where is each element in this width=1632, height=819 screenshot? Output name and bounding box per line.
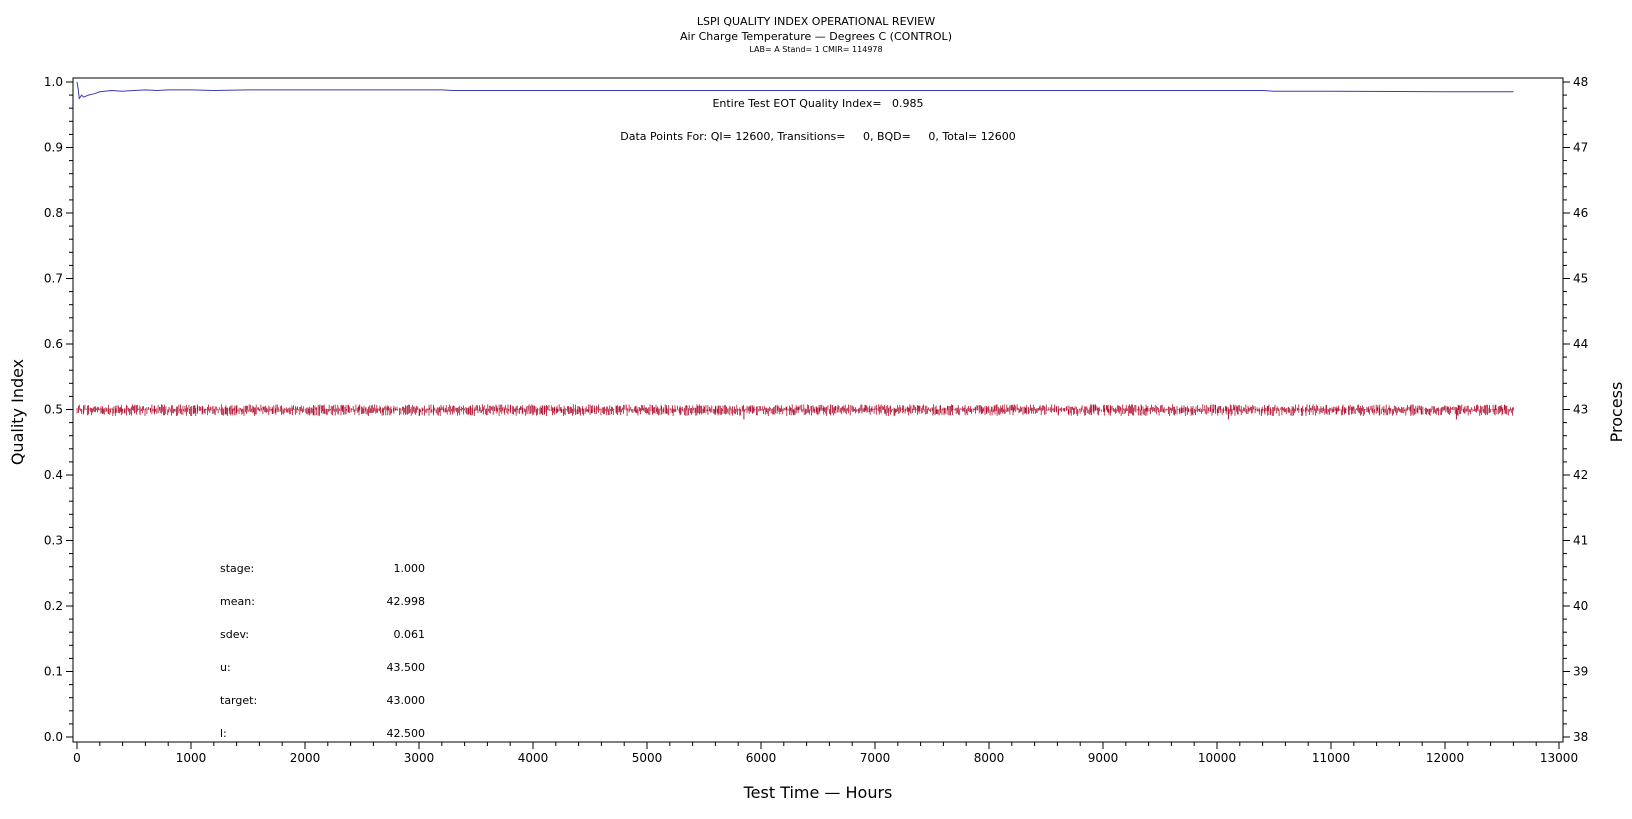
y-right-tick-label: 41: [1573, 534, 1588, 548]
x-tick-label: 2000: [290, 751, 321, 765]
y-right-tick-label: 43: [1573, 403, 1588, 417]
y-axis-right: 38 39 40 41 42 43 44 45 46 47 48: [1563, 75, 1588, 744]
stats-block: stage: 1.000 mean: 42.998 sdev: 0.061 u:…: [220, 562, 425, 740]
y-left-tick-label: 0.5: [44, 403, 63, 417]
x-tick-label: 0: [73, 751, 81, 765]
stat-value: 43.000: [387, 694, 426, 707]
stat-value: 42.998: [387, 595, 426, 608]
y-right-tick-label: 46: [1573, 206, 1588, 220]
annotation-data-points: Data Points For: QI= 12600, Transitions=…: [620, 130, 1015, 143]
stat-label: l:: [220, 727, 227, 740]
y-right-tick-label: 44: [1573, 337, 1588, 351]
y-left-tick-label: 1.0: [44, 75, 63, 89]
x-tick-label: 11000: [1312, 751, 1350, 765]
y-right-tick-label: 45: [1573, 272, 1588, 286]
quality-index-series: [77, 82, 1513, 98]
y-right-tick-label: 38: [1573, 730, 1588, 744]
x-tick-label: 12000: [1426, 751, 1464, 765]
y-left-tick-label: 0.8: [44, 206, 63, 220]
x-tick-label: 3000: [404, 751, 435, 765]
y-right-tick-label: 39: [1573, 665, 1588, 679]
stat-label: u:: [220, 661, 231, 674]
stat-label: stage:: [220, 562, 254, 575]
y-left-tick-label: 0.4: [44, 468, 63, 482]
x-tick-label: 7000: [860, 751, 891, 765]
y-left-tick-label: 0.2: [44, 599, 63, 613]
x-tick-label: 4000: [518, 751, 549, 765]
y-right-tick-label: 47: [1573, 141, 1588, 155]
chart-subtitle: Air Charge Temperature — Degrees C (CONT…: [680, 30, 952, 43]
y-right-tick-label: 48: [1573, 75, 1588, 89]
stat-label: mean:: [220, 595, 255, 608]
x-tick-label: 1000: [176, 751, 207, 765]
annotation-eot-qi: Entire Test EOT Quality Index= 0.985: [712, 97, 923, 110]
x-tick-label: 9000: [1088, 751, 1119, 765]
y-right-tick-label: 40: [1573, 599, 1588, 613]
x-tick-label: 6000: [746, 751, 777, 765]
chart-subtitle-small: LAB= A Stand= 1 CMIR= 114978: [749, 45, 882, 54]
stat-value: 42.500: [387, 727, 426, 740]
y-axis-left-label: Quality Index: [8, 359, 27, 465]
stat-value: 0.061: [394, 628, 426, 641]
x-tick-label: 10000: [1198, 751, 1236, 765]
x-axis: 0 1000 2000 3000 4000 5000 6000 7000 8000 9000 100…: [73, 742, 1578, 765]
stat-value: 1.000: [394, 562, 426, 575]
x-tick-label: 8000: [974, 751, 1005, 765]
y-left-tick-label: 0.9: [44, 141, 63, 155]
y-axis-right-label: Process: [1607, 382, 1626, 443]
x-tick-label: 5000: [632, 751, 663, 765]
stat-label: sdev:: [220, 628, 249, 641]
x-axis-label: Test Time — Hours: [743, 783, 893, 802]
y-left-tick-label: 0.3: [44, 534, 63, 548]
y-left-tick-label: 0.7: [44, 272, 63, 286]
y-axis-left: 0.0 0.1 0.2 0.3 0.4 0.5 0.6 0.7 0.8 0.9 1.0: [44, 75, 73, 744]
y-left-tick-label: 0.0: [44, 730, 63, 744]
x-tick-label: 13000: [1540, 751, 1578, 765]
stat-label: target:: [220, 694, 257, 707]
stat-value: 43.500: [387, 661, 426, 674]
y-left-tick-label: 0.1: [44, 665, 63, 679]
chart-title: LSPI QUALITY INDEX OPERATIONAL REVIEW: [697, 15, 935, 28]
y-left-tick-label: 0.6: [44, 337, 63, 351]
y-right-tick-label: 42: [1573, 468, 1588, 482]
process-series: [77, 404, 1514, 419]
